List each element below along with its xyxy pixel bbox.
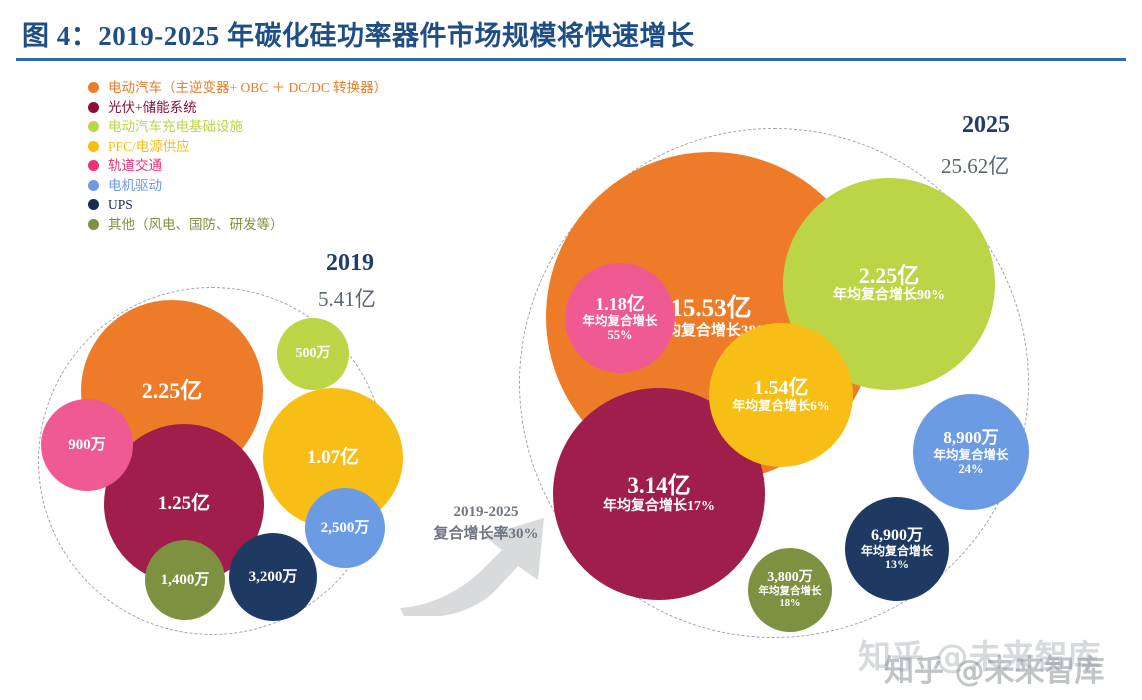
bubble-value-label: 2,500万 bbox=[320, 519, 370, 536]
title-divider bbox=[16, 58, 1126, 61]
bubble-2019-6[interactable]: 900万 bbox=[41, 399, 133, 491]
legend-item-7[interactable]: 其他（风电、国防、研发等） bbox=[88, 215, 508, 235]
legend-item-label: UPS bbox=[108, 197, 133, 212]
legend-item-label: 轨道交通 bbox=[108, 158, 162, 173]
bubble-2019-4[interactable]: 3,200万 bbox=[229, 533, 317, 621]
bubble-2019-5[interactable]: 1,400万 bbox=[145, 540, 225, 620]
bubble-cagr-label: 年均复合增长13% bbox=[860, 543, 933, 571]
legend-item-4[interactable]: 轨道交通 bbox=[88, 156, 508, 176]
bubble-value-label: 1.18亿 bbox=[595, 293, 645, 314]
bubble-value-label: 1.54亿 bbox=[753, 376, 809, 399]
cluster-ring-2025 bbox=[519, 128, 1029, 638]
legend-item-3[interactable]: PFC/电源供应 bbox=[88, 137, 508, 157]
legend-item-label: 电动汽车（主逆变器+ OBC ＋ DC/DC 转换器） bbox=[108, 80, 388, 95]
legend-item-6[interactable]: UPS bbox=[88, 195, 508, 215]
bubble-value-label: 2.25亿 bbox=[858, 262, 920, 288]
legend-color-dot-icon bbox=[88, 140, 99, 152]
bubble-2019-3[interactable]: 2,500万 bbox=[305, 488, 385, 568]
bubble-value-label: 1.25亿 bbox=[157, 493, 211, 515]
bubble-value-label: 3.14亿 bbox=[627, 473, 691, 499]
legend-item-label: 其他（风电、国防、研发等） bbox=[108, 216, 284, 232]
bubble-2025-5[interactable]: 8,900万 年均复合增长24% bbox=[913, 394, 1029, 510]
legend-color-dot-icon bbox=[88, 218, 99, 230]
bubble-value-label: 3,800万 bbox=[767, 570, 813, 586]
bubble-cagr-label: 年均复合增长55% bbox=[582, 314, 658, 343]
legend-color-dot-icon bbox=[88, 82, 99, 94]
bubble-cagr-label: 年均复合增长90% bbox=[832, 288, 945, 304]
legend-item-label: 电机驱动 bbox=[108, 177, 162, 193]
bubble-value-label: 500万 bbox=[295, 346, 331, 362]
legend-item-label: PFC/电源供应 bbox=[108, 138, 190, 154]
legend-item-5[interactable]: 电机驱动 bbox=[88, 176, 508, 196]
cluster-year-label-2019: 2019 bbox=[326, 250, 374, 276]
bubble-value-label: 6,900万 bbox=[870, 526, 923, 544]
bubble-value-label: 1,400万 bbox=[160, 571, 210, 588]
bubble-cagr-label: 年均复合增长17% bbox=[602, 499, 715, 515]
legend-color-dot-icon bbox=[88, 101, 99, 113]
figure-title-bar: 图 4：2019-2025 年碳化硅功率器件市场规模将快速增长 bbox=[0, 0, 1142, 64]
bubble-value-label: 900万 bbox=[68, 436, 106, 453]
growth-arrow-period: 2019-2025 bbox=[453, 504, 519, 520]
cluster-total-label-2019: 5.41亿 bbox=[318, 287, 376, 311]
bubble-value-label: 1.07亿 bbox=[306, 447, 360, 469]
legend-item-label: 光伏+储能系统 bbox=[108, 99, 197, 115]
chart-legend: 电动汽车（主逆变器+ OBC ＋ DC/DC 转换器） 光伏+储能系统电动汽车充电… bbox=[88, 78, 508, 234]
bubble-value-label: 3,200万 bbox=[248, 568, 298, 585]
bubble-cagr-label: 年均复合增长6% bbox=[732, 397, 830, 413]
legend-item-label: 电动汽车充电基础设施 bbox=[108, 119, 243, 134]
bubble-value-label: 2.25亿 bbox=[141, 377, 203, 403]
bubble-2025-7[interactable]: 3,800万 年均复合增长18% bbox=[748, 548, 832, 632]
growth-arrow-icon bbox=[400, 518, 544, 618]
watermark-front: 知乎 @未来智库 bbox=[884, 654, 1105, 689]
legend-color-dot-icon bbox=[88, 121, 99, 133]
bubble-cagr-label: 年均复合增长18% bbox=[758, 586, 822, 609]
growth-arrow-annotation: 2019-2025 复合增长率30% bbox=[398, 486, 568, 618]
bubble-2025-4[interactable]: 1.18亿 年均复合增长55% bbox=[565, 263, 675, 373]
bubble-2025-3[interactable]: 1.54亿 年均复合增长6% bbox=[709, 323, 853, 467]
page-title: 图 4：2019-2025 年碳化硅功率器件市场规模将快速增长 bbox=[22, 21, 695, 51]
bubble-cagr-label: 年均复合增长24% bbox=[933, 447, 1009, 476]
bubble-value-label: 8,900万 bbox=[943, 428, 999, 448]
legend-item-2[interactable]: 电动汽车充电基础设施 bbox=[88, 117, 508, 137]
legend-color-dot-icon bbox=[88, 199, 99, 211]
growth-arrow-rate: 复合增长率30% bbox=[433, 525, 539, 542]
bubble-2019-7[interactable]: 500万 bbox=[277, 318, 349, 390]
legend-item-1[interactable]: 光伏+储能系统 bbox=[88, 98, 508, 118]
growth-arrow-note: 2019-2025 复合增长率30% bbox=[406, 502, 566, 546]
legend-color-dot-icon bbox=[88, 179, 99, 191]
legend-item-0[interactable]: 电动汽车（主逆变器+ OBC ＋ DC/DC 转换器） bbox=[88, 78, 508, 98]
bubble-value-label: 15.53亿 bbox=[670, 294, 752, 322]
cluster-year-label-2025: 2025 bbox=[962, 112, 1010, 138]
bubble-2025-6[interactable]: 6,900万 年均复合增长13% bbox=[845, 497, 949, 601]
legend-color-dot-icon bbox=[88, 160, 99, 172]
watermark-back: 知乎 @未来智库 bbox=[858, 637, 1101, 676]
cluster-total-label-2025: 25.62亿 bbox=[941, 154, 1010, 178]
